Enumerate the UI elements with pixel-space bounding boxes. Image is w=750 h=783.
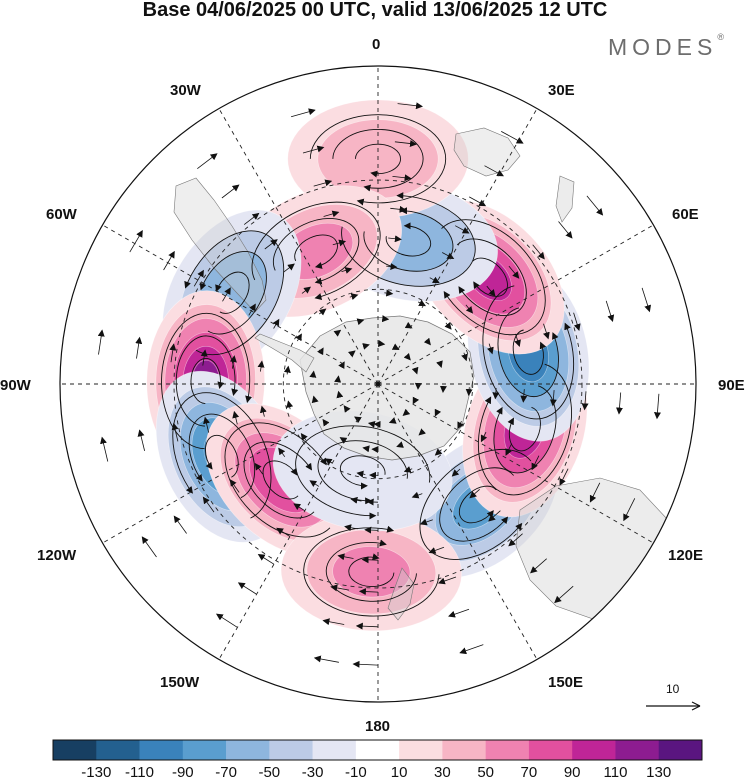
map-boundary bbox=[59, 65, 697, 703]
lon-label-120w: 120W bbox=[37, 547, 77, 564]
anomaly-center-11 bbox=[280, 512, 462, 632]
antarctica-landmass bbox=[299, 315, 475, 461]
streamline-vortex-9 bbox=[172, 392, 272, 519]
colorbar-swatch bbox=[572, 740, 616, 760]
colorbar-tick-label: 70 bbox=[520, 764, 538, 781]
new-zealand-landmass bbox=[387, 567, 415, 621]
reference-vector-label: 10 bbox=[666, 682, 680, 696]
colorbar-swatch bbox=[139, 740, 184, 760]
brand-name: MODES bbox=[608, 34, 718, 60]
colorbar-tick-label: -50 bbox=[258, 764, 281, 781]
lat-lon-graticule bbox=[60, 66, 696, 702]
lon-label-30e: 30E bbox=[548, 82, 575, 99]
brand-registered-mark: ® bbox=[717, 32, 724, 42]
colorbar-tick-label: -90 bbox=[171, 764, 194, 781]
streamline-vortex-5 bbox=[309, 114, 447, 206]
colorbar-tick-label: -130 bbox=[81, 764, 112, 781]
meridian-line bbox=[71, 383, 379, 562]
brand-logo: MODES® bbox=[608, 32, 724, 61]
colorbar-tick-label: 90 bbox=[563, 764, 581, 781]
colorbar-tick-label: 130 bbox=[646, 764, 672, 781]
colorbar-tick-label: 30 bbox=[434, 764, 451, 781]
lon-label-60e: 60E bbox=[672, 206, 699, 223]
lon-label-150w: 150W bbox=[160, 674, 200, 691]
lon-label-30w: 30W bbox=[170, 82, 201, 99]
colorbar-swatch bbox=[269, 740, 313, 760]
polar-map bbox=[59, 65, 697, 703]
colorbar-swatch bbox=[312, 740, 357, 760]
colorbar-swatch bbox=[658, 740, 703, 760]
lon-label-0: 0 bbox=[372, 36, 381, 53]
colorbar-swatch bbox=[182, 740, 227, 760]
colorbar-tick-label: 50 bbox=[477, 764, 495, 781]
colorbar-swatch bbox=[615, 740, 660, 760]
colorbar-swatch bbox=[485, 740, 530, 760]
madagascar-landmass bbox=[555, 175, 575, 223]
latitude-circle bbox=[282, 288, 474, 480]
south-pole-marker bbox=[375, 381, 381, 387]
colorbar-tick-label: -110 bbox=[125, 764, 154, 781]
lon-label-90w: 90W bbox=[0, 377, 31, 394]
colorbar-swatch bbox=[399, 740, 443, 760]
colorbar-tick-label: -10 bbox=[345, 764, 367, 781]
colorbar-swatch bbox=[355, 740, 400, 760]
meridian-line bbox=[377, 206, 685, 385]
meridian-line bbox=[71, 206, 379, 385]
colorbar-swatch bbox=[96, 740, 140, 760]
lon-label-90e: 90E bbox=[718, 377, 745, 394]
colorbar-tick-label: -70 bbox=[215, 764, 237, 781]
meridian-line bbox=[200, 77, 379, 385]
meridian-line bbox=[200, 383, 379, 691]
streamline-vortex-3 bbox=[441, 219, 546, 336]
meridian-line bbox=[377, 77, 556, 385]
colorbar-swatch bbox=[53, 740, 97, 760]
lon-label-120e: 120E bbox=[668, 547, 704, 564]
map-title: Base 04/06/2025 00 UTC, valid 13/06/2025… bbox=[142, 0, 608, 21]
lon-label-60w: 60W bbox=[46, 206, 77, 223]
streamline-vortex-2 bbox=[482, 285, 575, 420]
streamline-vortex-6 bbox=[251, 201, 381, 300]
colorbar-swatch bbox=[528, 740, 573, 760]
colorbar-swatch bbox=[442, 740, 486, 760]
colorbar bbox=[52, 739, 703, 761]
lon-label-180: 180 bbox=[365, 718, 391, 735]
africa-landmass bbox=[453, 127, 521, 177]
meridian-line bbox=[377, 383, 685, 562]
antarctic-peninsula bbox=[254, 333, 315, 373]
reference-vector bbox=[646, 701, 701, 711]
meridian-line bbox=[377, 383, 556, 691]
streamline-vortex-4 bbox=[341, 192, 476, 287]
lon-label-150e: 150E bbox=[548, 674, 584, 691]
colorbar-swatch bbox=[226, 740, 270, 760]
streamline-vortex-7 bbox=[184, 230, 285, 356]
colorbar-tick-label: -30 bbox=[301, 764, 324, 781]
colorbar-tick-label: 110 bbox=[603, 764, 628, 781]
colorbar-frame bbox=[52, 739, 703, 761]
colorbar-tick-label: 10 bbox=[390, 764, 408, 781]
